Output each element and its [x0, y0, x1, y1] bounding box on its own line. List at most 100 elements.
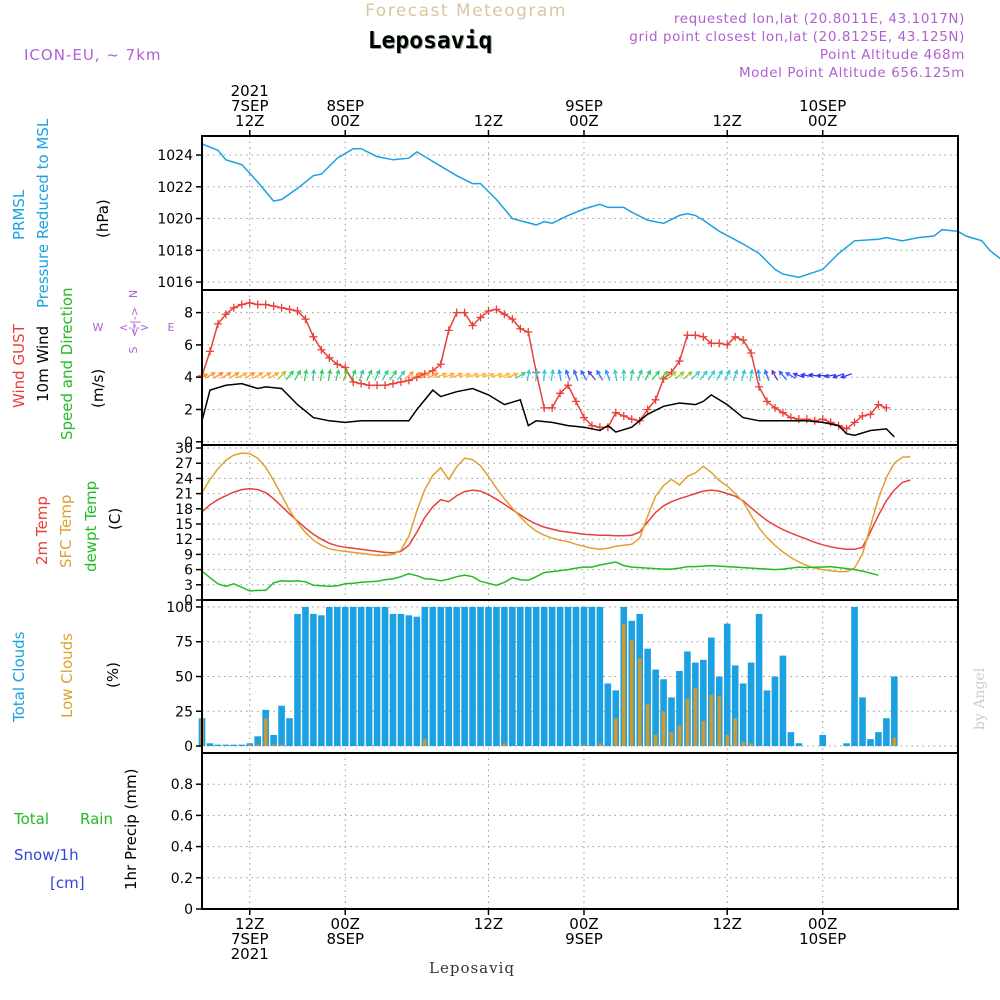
wind-arrow — [707, 369, 716, 381]
time-label-top: 12Z — [235, 112, 264, 130]
wind-arrow — [228, 372, 240, 379]
wind-arrow — [784, 372, 796, 379]
clouds-bar — [263, 718, 268, 747]
wind-arrow — [499, 372, 511, 379]
compass-n: N — [127, 290, 140, 298]
wind-arrow-head — [400, 370, 406, 376]
time-label-top: 00Z — [569, 112, 598, 130]
wind-ytick-label: 6 — [184, 338, 193, 354]
clouds-bar — [279, 744, 284, 747]
wind-arrow — [749, 368, 754, 382]
wind-arrow-shaft — [411, 372, 422, 379]
wind-arrow — [612, 368, 618, 382]
wind-arrow — [342, 369, 349, 381]
wind-arrow-head — [203, 372, 209, 378]
wind-arrow-shaft — [374, 370, 380, 381]
gust-marker — [452, 308, 461, 317]
gust-marker — [572, 397, 581, 406]
temperature-series-line — [201, 561, 879, 592]
clouds-bar — [445, 606, 452, 747]
wind-arrow — [285, 370, 294, 381]
wind-arrow-head — [702, 370, 708, 376]
gust-marker — [516, 324, 525, 333]
precip-ytick-label: 0.6 — [171, 808, 193, 824]
clouds-bar — [509, 606, 516, 747]
wind-arrow-head — [441, 372, 448, 378]
wind-arrow-shaft — [515, 372, 526, 379]
clouds-bar — [661, 711, 666, 747]
wind-arrow — [596, 369, 604, 381]
wind-arrow — [778, 370, 787, 381]
wind-arrow-head — [327, 368, 333, 375]
clouds-bar — [341, 606, 349, 747]
wind-arrow-head — [771, 369, 776, 375]
clouds-bar — [644, 648, 651, 747]
wind-arrow-shaft — [419, 372, 430, 379]
wind-arrow — [419, 372, 431, 379]
wind-arrow-head — [319, 368, 325, 375]
clouds-bar — [582, 744, 586, 747]
grid-point-coords: grid point closest lon,lat (20.8125E, 43… — [629, 29, 965, 45]
wind-labels: Wind GUST 10m Wind Speed and Direction (… — [10, 287, 107, 440]
clouds-bar — [588, 606, 596, 747]
wind-arrow-head — [210, 372, 216, 377]
wind-arrow-head — [687, 371, 693, 376]
temp-unit: (C) — [106, 508, 124, 530]
wind-arrow-shaft — [833, 373, 845, 379]
wind-arrow-shaft — [558, 370, 562, 382]
wind-arrow-head — [250, 372, 256, 377]
wind-arrow — [366, 369, 373, 381]
wind-arrow-head — [580, 369, 585, 375]
wind-arrow — [771, 369, 779, 381]
wind-arrow-shaft — [605, 370, 611, 381]
clouds-bar — [278, 705, 285, 747]
wind-arrow — [741, 368, 747, 382]
wind-arrow — [451, 372, 464, 379]
wind-arrow-shaft — [565, 370, 571, 381]
wind-arrow-shaft — [535, 370, 538, 382]
clouds-bar — [206, 743, 214, 747]
gust-marker — [508, 315, 517, 324]
wind-arrow-head — [733, 369, 739, 375]
precip-ytick-label: 0.2 — [171, 871, 193, 887]
wind-arrow — [204, 372, 216, 379]
wind-arrow — [268, 372, 280, 379]
clouds-bar — [540, 606, 548, 747]
time-label-bottom: 00Z — [331, 915, 360, 933]
gust-marker — [675, 357, 684, 366]
wind-arrow — [526, 368, 532, 382]
model-altitude: Model Point Altitude 656.125m — [739, 65, 965, 81]
precip-label-snow: Snow/1h — [14, 846, 79, 864]
wind-arrow-head — [303, 368, 309, 375]
wind-arrow-head — [612, 368, 618, 375]
clouds-ytick-label: 0 — [184, 739, 193, 755]
clouds-bar — [572, 606, 580, 747]
wind-arrow-head — [763, 369, 769, 375]
clouds-bar — [517, 606, 524, 747]
clouds-bar — [477, 606, 484, 747]
wind-arrow — [427, 372, 439, 379]
clouds-bar — [669, 732, 674, 747]
gust-marker — [850, 418, 859, 427]
precip-label-rain: Rain — [80, 810, 113, 828]
gust-marker — [436, 360, 445, 369]
temp-label-sfc: SFC Temp — [57, 495, 75, 568]
time-label-top: 9SEP — [565, 97, 603, 115]
clouds-bar — [326, 606, 333, 747]
wind-arrow-shaft — [659, 371, 668, 380]
y-tick-labels: 1016101810201022102402468036912151821242… — [157, 148, 193, 918]
clouds-bar — [333, 606, 341, 747]
gust-marker — [866, 410, 875, 419]
wind-arrow-shaft — [459, 373, 471, 378]
wind-arrow-shaft — [277, 371, 286, 380]
wind-arrow — [236, 372, 249, 379]
wind-arrow-head — [710, 369, 716, 376]
clouds-bar — [270, 734, 277, 747]
gust-marker — [261, 300, 270, 309]
wind-arrow-shaft — [637, 370, 643, 381]
wind-arrow-head — [359, 369, 365, 375]
wind-arrow — [220, 372, 232, 379]
clouds-bar — [771, 676, 779, 747]
wind-arrow-head — [840, 374, 846, 379]
gust-marker — [556, 389, 565, 398]
